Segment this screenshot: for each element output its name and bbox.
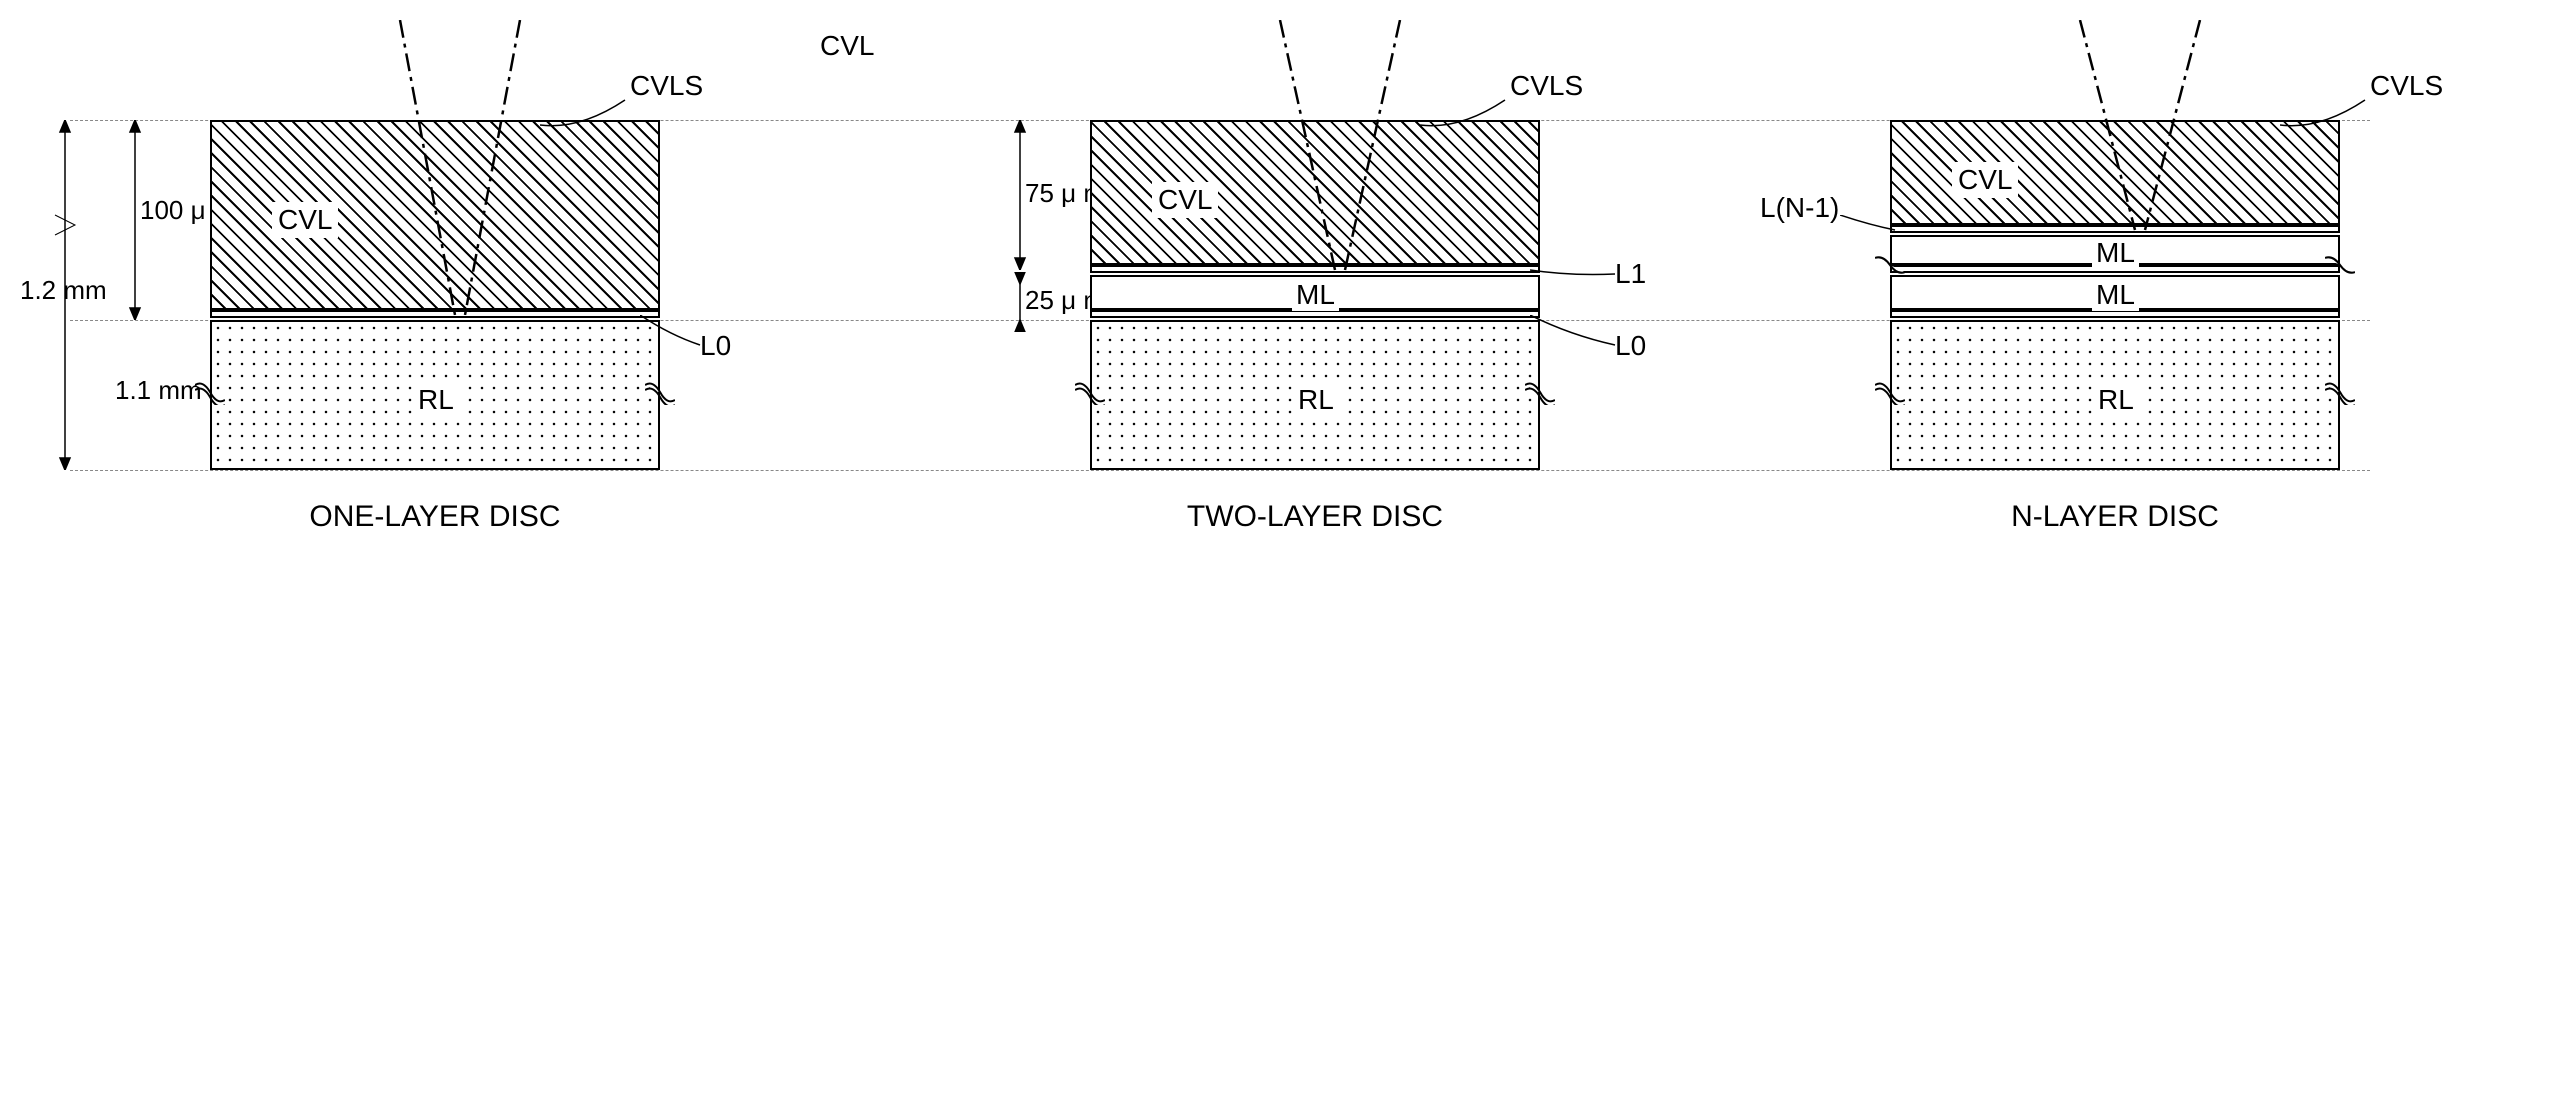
ml1-layer-3: ML — [1890, 235, 2340, 265]
disc-title-2: TWO-LAYER DISC — [1090, 500, 1540, 534]
cvls-label-1: CVLS — [630, 70, 703, 102]
break-mark-3-ml-r — [2325, 255, 2355, 275]
rl-layer-1: RL — [210, 320, 660, 470]
rl-layer-2: RL — [1090, 320, 1540, 470]
break-mark-3-ml-l — [1875, 255, 1905, 275]
l0-layer-2 — [1090, 310, 1540, 318]
l0-layer-3 — [1890, 310, 2340, 318]
ml-layer-2: ML — [1090, 275, 1540, 310]
laser-beam-1 — [360, 20, 560, 320]
measure-total: 1.2 mm — [20, 275, 107, 306]
rl-layer-3: RL — [1890, 320, 2340, 470]
laser-beam-3 — [2040, 20, 2240, 235]
break-mark-1l — [195, 380, 225, 405]
guide-line-bottom — [70, 470, 2370, 471]
break-mark-3l — [1875, 380, 1905, 405]
ln-label-3: L(N-1) — [1760, 192, 1839, 224]
cvls-leader-3 — [2280, 95, 2380, 135]
cvl-label-2: CVL — [1152, 182, 1218, 218]
rl-label-1: RL — [412, 382, 460, 418]
rl-label-3: RL — [2092, 382, 2140, 418]
ml1-label-3: ML — [2092, 237, 2139, 269]
disc-title-1: ONE-LAYER DISC — [210, 500, 660, 534]
cvl-label-3: CVL — [1952, 162, 2018, 198]
l0-leader-2 — [1530, 315, 1620, 350]
laser-beam-2 — [1240, 20, 1440, 280]
measure-substrate: 1.1 mm — [115, 375, 202, 406]
rl-label-2: RL — [1292, 382, 1340, 418]
l1-leader-2 — [1530, 268, 1620, 283]
cvls-label-2: CVLS — [1510, 70, 1583, 102]
cvl-label-1: CVL — [272, 202, 338, 238]
cvls-label-3: CVLS — [2370, 70, 2443, 102]
ml-label-2: ML — [1292, 279, 1339, 311]
break-mark-2r — [1525, 380, 1555, 405]
diagram-container: CVL 1.2 mm 100 μ m 1.1 mm CVL RL — [20, 20, 2520, 720]
break-mark-2l — [1075, 380, 1105, 405]
l0-leader-1 — [640, 315, 710, 350]
ln-leader-3 — [1840, 215, 1900, 235]
break-mark-3r — [2325, 380, 2355, 405]
break-mark-1r — [645, 380, 675, 405]
ml2-layer-3: ML — [1890, 275, 2340, 310]
ml2-label-3: ML — [2092, 279, 2139, 311]
disc-title-3: N-LAYER DISC — [1890, 500, 2340, 534]
top-cvl-label: CVL — [820, 30, 874, 62]
